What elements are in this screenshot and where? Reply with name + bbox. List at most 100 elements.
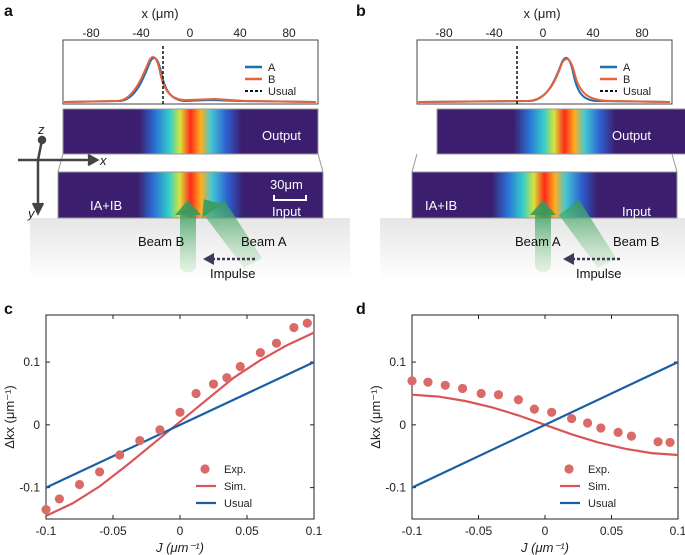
- exp-point-d: [626, 431, 637, 441]
- profile-box-a: [62, 39, 319, 105]
- intensity-label-b: IA+IB: [425, 198, 457, 213]
- ytick-label-d: 0.1: [389, 355, 406, 369]
- legend-b-B: B: [623, 74, 630, 86]
- xtick-label-c: 0: [177, 524, 184, 538]
- xlabel-a: x (μm): [141, 6, 178, 21]
- panel-a: x (μm) -80 -40 0 40 80 A B Usual Output: [18, 6, 350, 281]
- output-strip-a: [62, 108, 319, 155]
- tick-a-2: -40: [132, 26, 150, 40]
- legend-usual-label-c: Usual: [224, 498, 252, 510]
- legend-sim-label-c: Sim.: [224, 481, 246, 493]
- legend-exp-label-c: Exp.: [224, 464, 246, 476]
- beam-right-b: [559, 200, 616, 268]
- scale-bar-a: [273, 195, 307, 201]
- exp-point-d: [529, 404, 539, 414]
- exp-point-c: [95, 467, 105, 477]
- tick-b-1: -80: [435, 26, 453, 40]
- curve-B-a: [63, 56, 317, 103]
- plot-frame-c: [45, 314, 315, 520]
- tick-a-1: -80: [82, 26, 100, 40]
- panel-b: x (μm) -80 -40 0 40 80 A B Usual Output …: [380, 6, 685, 281]
- exp-point-c: [41, 504, 51, 515]
- exp-point-c: [175, 407, 185, 417]
- beam-left-b: [535, 210, 551, 272]
- xtick-label-c: -0.05: [99, 524, 127, 538]
- legend-a-A: A: [268, 62, 276, 74]
- exp-point-d: [423, 377, 433, 387]
- beam-right-label-b: Beam B: [613, 234, 659, 249]
- exp-point-d: [547, 407, 557, 417]
- exp-point-d: [596, 423, 606, 433]
- beam-left-label-b: Beam A: [515, 234, 561, 249]
- legend-b-A: A: [623, 62, 631, 74]
- legend-b: A B Usual: [600, 62, 651, 98]
- tick-a-4: 40: [233, 26, 247, 40]
- exp-point-d: [613, 427, 623, 437]
- exp-point-c: [54, 494, 64, 504]
- legend-exp-marker-c: [200, 464, 210, 474]
- xaxis-label-d: J (μm⁻¹): [520, 540, 569, 555]
- tick-a-3: 0: [187, 26, 194, 40]
- legend-usual-label-d: Usual: [588, 498, 616, 510]
- series-sim-line-c: [45, 331, 315, 517]
- ytick-label-c: 0.1: [23, 355, 40, 369]
- intensity-label-a: IA+IB: [90, 198, 122, 213]
- exp-point-c: [222, 373, 232, 383]
- tick-b-5: 80: [635, 26, 649, 40]
- exp-point-c: [155, 425, 165, 435]
- legend-a: A B Usual: [245, 62, 296, 98]
- exp-point-d: [476, 388, 486, 399]
- exp-point-c: [302, 318, 312, 328]
- output-label-b: Output: [612, 128, 651, 143]
- input-label-b: Input: [622, 204, 651, 219]
- ytick-label-c: 0: [33, 418, 40, 432]
- exp-point-d: [665, 437, 675, 448]
- tick-a-5: 80: [282, 26, 296, 40]
- series-usual-line-c: [45, 361, 315, 489]
- axis-x: x: [99, 153, 107, 168]
- exp-point-c: [135, 435, 145, 446]
- xtick-label-d: -0.1: [402, 524, 423, 538]
- xtick-label-d: -0.05: [465, 524, 493, 538]
- tick-b-4: 40: [586, 26, 600, 40]
- input-label-a: Input: [272, 204, 301, 219]
- legend-exp-label-d: Exp.: [588, 464, 610, 476]
- ytick-label-d: -0.1: [385, 481, 406, 495]
- exp-point-d: [493, 390, 504, 400]
- exp-point-c: [255, 348, 265, 358]
- exp-point-c: [271, 338, 282, 348]
- panel-label-a: a: [4, 3, 13, 20]
- beam-left-label-a: Beam B: [138, 234, 184, 249]
- output-strip-b: [436, 108, 685, 155]
- legend-sim-label-d: Sim.: [588, 481, 610, 493]
- coord-axes: [18, 135, 100, 216]
- output-label-a: Output: [262, 128, 301, 143]
- axis-z: z: [37, 122, 45, 137]
- axis-y: y: [27, 206, 36, 221]
- ticks-b: -80 -40 0 40 80: [435, 26, 649, 40]
- panel-label-d: d: [356, 301, 366, 318]
- xtick-label-c: 0.05: [235, 524, 259, 538]
- tick-b-2: -40: [485, 26, 503, 40]
- xtick-label-d: 0: [542, 524, 549, 538]
- xtick-label-c: 0.1: [306, 524, 323, 538]
- exp-point-d: [567, 413, 577, 424]
- beam-left-a: [180, 210, 196, 272]
- xlabel-b: x (μm): [523, 6, 560, 21]
- xtick-label-d: 0.05: [600, 524, 624, 538]
- panel-label-b: b: [356, 3, 366, 20]
- xtick-label-c: -0.1: [36, 524, 57, 538]
- exp-point-d: [513, 395, 524, 405]
- beam-right-a: [204, 200, 262, 268]
- ticks-a: -80 -40 0 40 80: [82, 26, 296, 40]
- legend-a-B: B: [268, 74, 275, 86]
- exp-point-d: [407, 376, 417, 386]
- exp-point-c: [235, 361, 245, 372]
- floor-b: [380, 218, 685, 280]
- chart-c: -0.1 -0.05 0 0.05 0.1 -0.1 0 0.1 J (μm⁻¹) Δkx (μm…: [2, 314, 323, 555]
- exp-point-c: [289, 322, 299, 333]
- exp-point-d: [582, 418, 593, 428]
- exp-point-c: [191, 388, 201, 399]
- exp-point-c: [74, 479, 85, 490]
